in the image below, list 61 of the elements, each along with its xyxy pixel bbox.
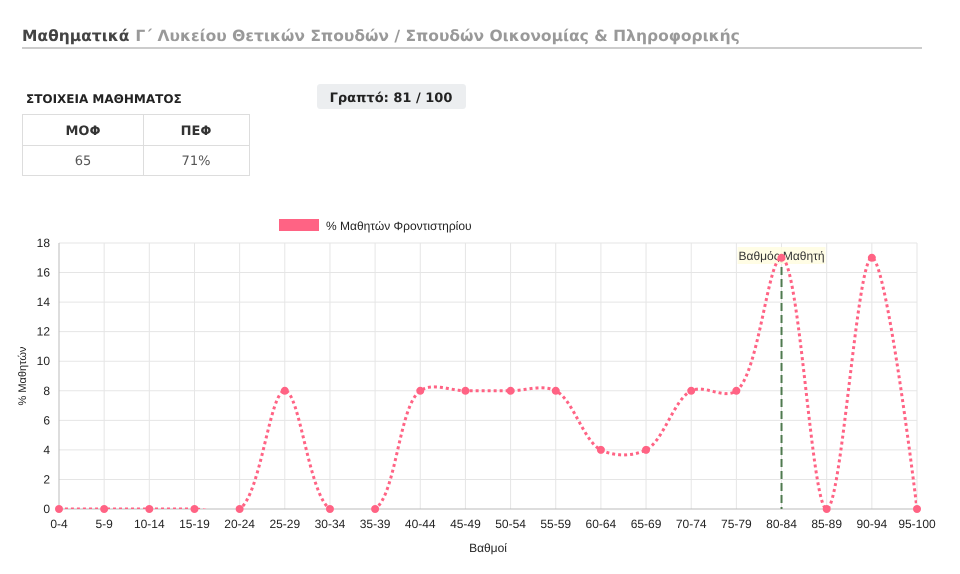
y-tick-label: 18 <box>36 236 50 250</box>
y-tick-label: 0 <box>43 502 50 516</box>
point <box>145 505 154 513</box>
x-tick-label: 55-59 <box>540 517 572 531</box>
x-tick-label: 80-84 <box>766 517 798 531</box>
chart-subtitle: Γ΄ Λυκείου Θετικών Σπουδών / Σπουδών Οικονομίας & Πληροφορικής <box>135 27 740 45</box>
x-tick-label: 70-74 <box>676 517 707 531</box>
point <box>687 386 696 395</box>
point <box>280 386 289 395</box>
text: Γραπτό: 81 / 100 <box>330 91 452 106</box>
text: 65 <box>74 154 92 169</box>
y-tick-label: 6 <box>43 413 50 428</box>
point <box>552 386 560 395</box>
x-tick-label: 75-79 <box>721 517 752 531</box>
x-tick-label: 45-49 <box>450 517 482 531</box>
x-tick-label: 65-69 <box>630 517 662 531</box>
x-tick-label: 0-4 <box>50 517 68 531</box>
point <box>55 505 63 513</box>
y-tick-label: 12 <box>36 324 50 339</box>
x-tick-label: 90-94 <box>856 517 888 531</box>
y-tick-label: 4 <box>43 442 50 457</box>
y-tick-label: 2 <box>43 472 50 486</box>
x-tick-label: 20-24 <box>224 517 256 531</box>
point <box>416 386 424 395</box>
point <box>461 386 470 395</box>
point <box>236 505 244 513</box>
text: ΠΕΦ <box>180 124 212 139</box>
point <box>642 446 650 454</box>
x-tick-label: 5-9 <box>95 517 114 531</box>
x-tick-label: 85-89 <box>811 517 842 531</box>
point <box>868 254 876 262</box>
x-tick-label: 50-54 <box>495 517 526 531</box>
point <box>326 505 334 513</box>
x-tick-label: 30-34 <box>314 517 346 531</box>
point <box>100 505 108 513</box>
x-tick-label: 40-44 <box>404 517 436 531</box>
point <box>732 386 740 395</box>
y-axis-title: % Μαθητών <box>17 346 29 406</box>
x-tick-label: 25-29 <box>269 517 300 531</box>
point <box>596 446 605 454</box>
x-tick-label: 95-100 <box>898 517 936 531</box>
x-tick-label: 60-64 <box>586 517 617 531</box>
point <box>822 505 831 513</box>
text: 71% <box>182 154 210 169</box>
y-tick-label: 10 <box>36 354 50 368</box>
y-tick-label: 8 <box>43 384 50 398</box>
point <box>506 386 515 395</box>
x-tick-label: 35-39 <box>360 517 391 531</box>
point <box>913 505 921 513</box>
text: ΜΟΦ <box>65 124 101 139</box>
legend-label: % Μαθητών Φροντιστηρίου <box>326 219 472 233</box>
x-axis-title: Βαθμοί <box>469 541 508 555</box>
y-tick-label: 14 <box>36 295 50 310</box>
y-tick-label: 16 <box>36 266 50 280</box>
chart-title: Μαθηματικά <box>22 27 130 45</box>
x-tick-label: 15-19 <box>179 517 210 531</box>
ref-line-label: Βαθμός Μαθητή <box>738 249 825 263</box>
point <box>190 505 198 513</box>
x-tick-label: 10-14 <box>134 517 165 531</box>
text: ΣΤΟΙΧΕΙΑ ΜΑΘΗΜΑΤΟΣ <box>26 92 182 106</box>
point <box>371 505 380 513</box>
